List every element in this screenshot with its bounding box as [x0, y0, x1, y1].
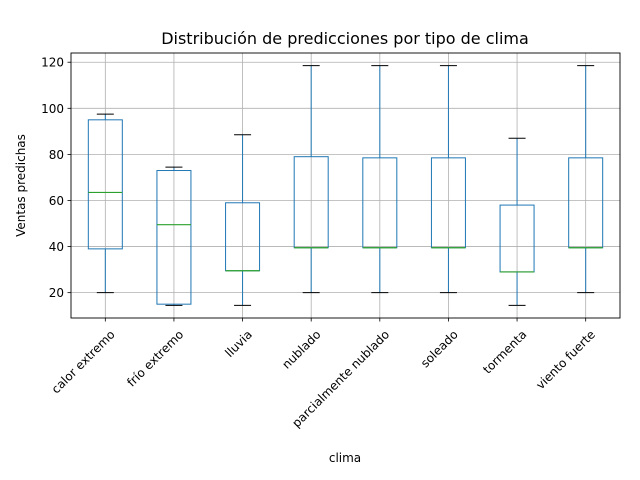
y-tick-label: 120: [41, 56, 64, 70]
y-axis: 20 40 60 80 100 120: [41, 56, 71, 300]
boxes: [87, 65, 604, 306]
box-iqr: [87, 119, 123, 250]
y-tick-label: 80: [49, 148, 64, 162]
box-soleado: [430, 65, 466, 294]
x-axis-label: clima: [329, 451, 361, 465]
box-nublado: [293, 65, 329, 294]
box-tormenta: [499, 137, 535, 306]
box-iqr: [156, 170, 192, 305]
y-tick-label: 60: [49, 194, 64, 208]
box-viento-fuerte: [568, 65, 604, 294]
box-calor-extremo: [87, 113, 123, 294]
box-frío-extremo: [156, 166, 192, 306]
box-lluvia: [225, 134, 261, 306]
chart-title: Distribución de predicciones por tipo de…: [161, 29, 529, 48]
plot-frame: [70, 52, 621, 319]
box-parcialmente-nublado: [362, 65, 398, 294]
y-tick-label: 40: [49, 240, 64, 254]
y-tick-label: 20: [49, 286, 64, 300]
y-tick-label: 100: [41, 102, 64, 116]
y-axis-label: Ventas predichas: [14, 134, 28, 237]
